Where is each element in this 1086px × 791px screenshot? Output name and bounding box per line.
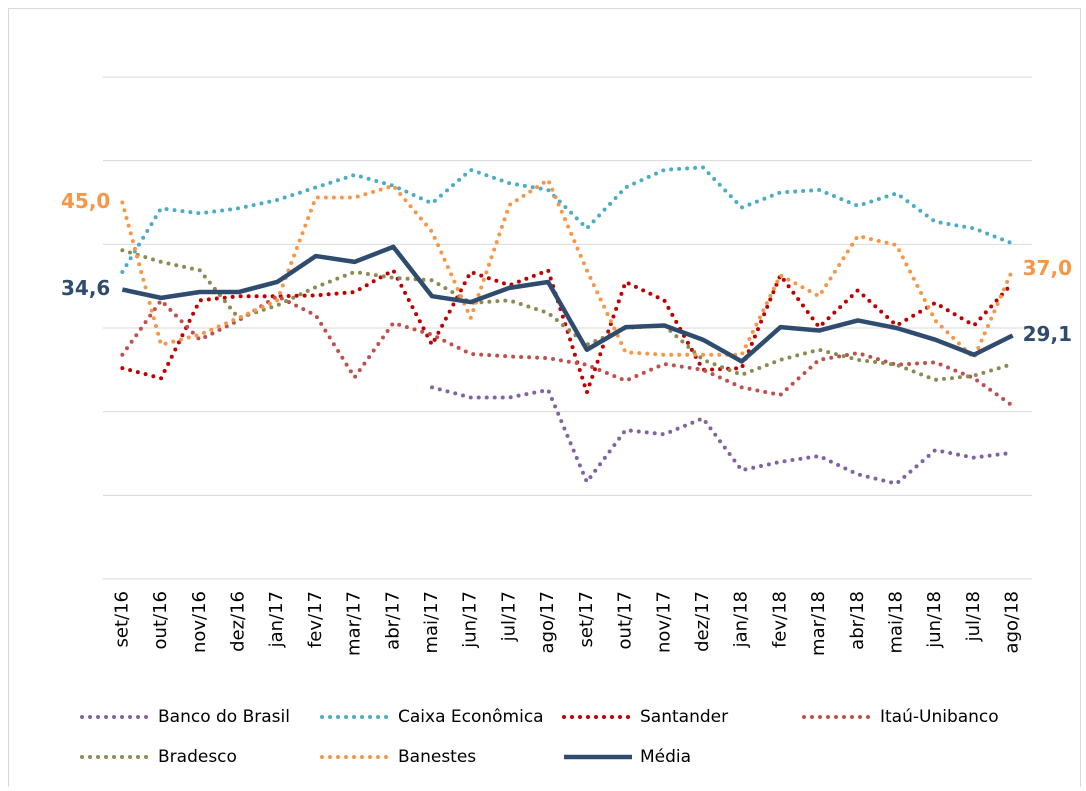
data-label: 45,0 — [61, 189, 110, 213]
x-tick-label: nov/16 — [189, 591, 210, 653]
series-line — [430, 385, 1015, 486]
series-line — [120, 248, 1015, 382]
x-tick-label: dez/16 — [227, 591, 248, 652]
series-line — [120, 165, 1015, 274]
chart-frame — [8, 8, 1081, 791]
x-tick-label: mai/18 — [886, 591, 907, 654]
x-tick-label: jun/17 — [460, 591, 481, 649]
x-tick-label: set/17 — [576, 591, 597, 647]
x-tick-label: mai/17 — [421, 591, 442, 654]
x-tick-label: nov/17 — [653, 591, 674, 653]
x-tick-label: jul/18 — [963, 591, 984, 642]
legend-label: Santander — [640, 707, 728, 727]
legend-label: Banestes — [398, 747, 476, 767]
series-line — [120, 267, 1015, 399]
x-tick-label: mar/17 — [344, 591, 365, 656]
legend-label: Banco do Brasil — [158, 707, 290, 727]
legend-label: Bradesco — [158, 747, 237, 767]
x-tick-label: ago/17 — [537, 591, 558, 653]
x-tick-label: out/17 — [615, 591, 636, 649]
x-tick-label: ago/18 — [1002, 591, 1023, 653]
series-line — [121, 244, 1014, 364]
legend-label: Média — [640, 747, 691, 767]
x-tick-label: jan/18 — [731, 591, 752, 648]
x-tick-label: out/16 — [150, 591, 171, 649]
x-tick-label: dez/17 — [692, 591, 713, 652]
legend-label: Itaú-Unibanco — [880, 707, 999, 727]
data-label: 37,0 — [1023, 256, 1072, 280]
x-tick-label: jun/18 — [924, 591, 945, 649]
x-tick-label: fev/18 — [769, 591, 790, 648]
x-tick-label: jul/17 — [498, 591, 519, 642]
series-line — [120, 176, 1015, 362]
x-tick-label: abr/18 — [847, 591, 868, 650]
x-tick-label: fev/17 — [305, 591, 326, 648]
data-label: 29,1 — [1023, 322, 1072, 346]
legend-label: Caixa Econômica — [398, 707, 544, 727]
x-tick-label: abr/17 — [382, 591, 403, 650]
series-line — [120, 293, 1015, 408]
x-tick-label: set/16 — [111, 591, 132, 647]
data-label: 34,6 — [61, 276, 110, 300]
x-tick-label: jan/17 — [266, 591, 287, 648]
x-tick-label: mar/18 — [808, 591, 829, 656]
